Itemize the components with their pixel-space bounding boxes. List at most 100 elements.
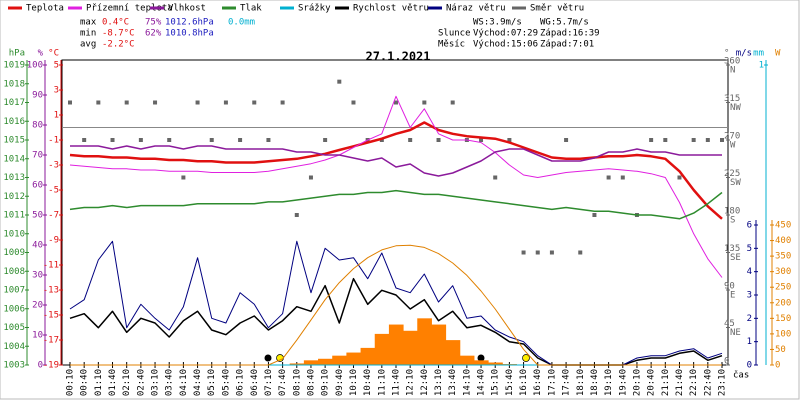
direction-point	[677, 175, 682, 180]
x-tick-label: 04:40	[193, 369, 203, 396]
radiation-bar	[445, 340, 461, 365]
y-tick-label: -3	[48, 161, 59, 171]
y-tick-label: 10	[32, 331, 43, 341]
axis-unit: °C	[48, 49, 59, 59]
compass-label: S	[730, 216, 735, 226]
x-tick-label: 00:40	[80, 369, 90, 396]
direction-point	[592, 213, 597, 217]
direction-point	[252, 100, 257, 105]
y-tick-label: 4	[747, 267, 752, 277]
y-tick-label: 0	[775, 361, 780, 371]
x-tick-label: 03:40	[165, 369, 175, 396]
legend-label: Přízemní teplota	[86, 4, 173, 14]
stat-wind: WG:5.7m/s	[540, 18, 589, 28]
y-tick-label: 90	[724, 282, 735, 292]
direction-point	[507, 138, 512, 142]
stat-temp: -2.2°C	[102, 40, 135, 50]
y-tick-label: 400	[775, 236, 791, 246]
x-tick-label: 21:40	[675, 369, 685, 396]
series-line	[70, 145, 722, 177]
y-tick-label: 250	[775, 283, 791, 293]
stat-press: 1010.8hPa	[165, 29, 214, 39]
y-tick-label: -11	[43, 261, 59, 271]
direction-point	[493, 175, 498, 180]
legend-label: Tlak	[240, 4, 262, 14]
x-tick-label: 06:40	[250, 369, 260, 396]
series-line	[69, 121, 723, 220]
stat-hum: 75%	[145, 18, 162, 28]
radiation-bar	[374, 333, 390, 365]
radiation-bar	[332, 355, 347, 365]
y-tick-label: -1	[48, 136, 59, 146]
radiation-bar	[303, 360, 319, 365]
y-tick-label: -9	[48, 236, 59, 246]
direction-point	[351, 100, 356, 105]
x-tick-label: 10:10	[349, 369, 359, 396]
y-tick-label: 1017	[3, 98, 25, 108]
x-tick-label: 18:40	[590, 369, 600, 396]
y-tick-label: 20	[32, 301, 43, 311]
stat-label: min	[80, 29, 96, 39]
x-tick-label: 13:40	[448, 369, 458, 396]
y-tick-label: 1011	[3, 211, 25, 221]
stat-moon: Západ:7:01	[540, 40, 594, 50]
radiation-bar	[360, 347, 376, 365]
radiation-bar	[473, 360, 489, 365]
legend-label: Teplota	[26, 4, 64, 14]
y-tick-label: 180	[724, 207, 740, 217]
x-tick-label: 11:40	[392, 369, 402, 396]
direction-point	[649, 138, 654, 142]
x-tick-label: 22:10	[689, 369, 699, 396]
direction-point	[337, 79, 342, 84]
compass-label: N	[730, 66, 735, 76]
y-tick-label: 1007	[3, 286, 25, 296]
radiation-bar	[488, 362, 503, 365]
direction-point	[209, 138, 214, 142]
direction-point	[181, 175, 186, 180]
x-tick-label: 05:40	[221, 369, 231, 396]
y-tick-label: 0	[747, 361, 752, 371]
y-tick-label: -5	[48, 186, 59, 196]
stat-press: 1012.6hPa	[165, 18, 214, 28]
x-tick-label: 06:10	[236, 369, 246, 396]
direction-point	[379, 138, 384, 142]
y-tick-label: 150	[775, 314, 791, 324]
y-tick-label: 3	[54, 86, 59, 96]
y-tick-label: 1008	[3, 267, 25, 277]
sunset-marker	[522, 354, 530, 362]
moonset-marker	[264, 354, 272, 362]
y-tick-label: 1	[747, 337, 752, 347]
axis-unit: W	[775, 49, 781, 59]
x-tick-label: 12:10	[406, 369, 416, 396]
y-tick-label: 1003	[3, 361, 25, 371]
axis-unit: %	[38, 49, 44, 59]
direction-point	[195, 100, 200, 105]
y-tick-label: 60	[32, 181, 43, 191]
direction-point	[96, 100, 101, 105]
series-line	[69, 95, 723, 278]
x-tick-label: 13:10	[434, 369, 444, 396]
y-tick-label: 100	[27, 61, 43, 71]
y-tick-label: -19	[43, 361, 59, 371]
compass-label: NE	[730, 328, 741, 338]
x-tick-label: 20:40	[647, 369, 657, 396]
y-tick-label: 100	[775, 329, 791, 339]
x-tick-label: 01:40	[108, 369, 118, 396]
plot-area	[61, 59, 729, 366]
direction-point	[138, 138, 143, 142]
y-tick-label: -13	[43, 286, 59, 296]
y-tick-label: 1	[54, 111, 59, 121]
y-tick-label: 5	[747, 244, 752, 254]
stat-rain: 0.0mm	[228, 18, 255, 28]
x-tick-label: 02:10	[122, 369, 132, 396]
x-tick-label: 15:40	[505, 369, 515, 396]
x-tick-label: 03:10	[151, 369, 161, 396]
direction-point	[82, 138, 87, 142]
y-tick-label: 1015	[3, 136, 25, 146]
y-tick-label: 70	[32, 151, 43, 161]
series-line	[70, 244, 722, 366]
y-tick-label: 270	[724, 132, 740, 142]
stat-moon: Měsíc	[438, 40, 465, 50]
x-tick-label: 15:10	[491, 369, 501, 396]
